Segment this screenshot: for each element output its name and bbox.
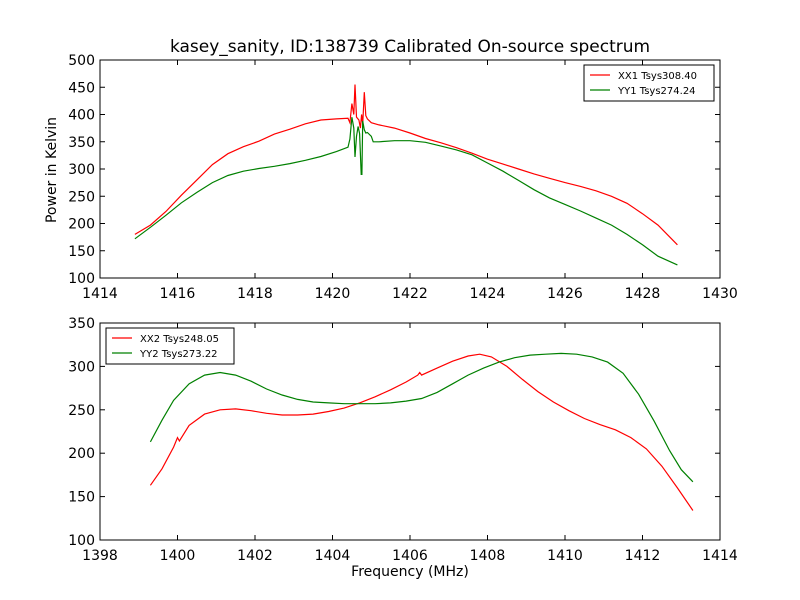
legend-box (105, 327, 235, 365)
y-tick-label: 200 (68, 446, 95, 462)
legend-label: XX2 Tsys248.05 (140, 334, 219, 345)
x-tick-label: 1420 (315, 286, 351, 302)
x-tick-label: 1404 (315, 548, 351, 564)
x-axis-label: Frequency (MHz) (351, 564, 469, 580)
x-tick-label: 1412 (625, 548, 661, 564)
y-tick-label: 350 (68, 135, 95, 151)
series-line-red (149, 353, 694, 511)
x-tick-label: 1418 (237, 286, 273, 302)
x-tick-label: 1430 (702, 286, 738, 302)
x-tick-label: 1422 (392, 286, 428, 302)
y-tick-label: 200 (68, 217, 95, 233)
x-tick-label: 1406 (392, 548, 428, 564)
x-tick-label: 1410 (547, 548, 583, 564)
legend: XX2 Tsys248.05 YY2 Tsys273.22 (105, 327, 235, 365)
y-tick-label: 150 (68, 490, 95, 506)
x-tick-label: 1416 (160, 286, 196, 302)
x-tick-label: 1414 (82, 286, 118, 302)
legend: XX1 Tsys308.40 YY1 Tsys274.24 (583, 64, 715, 102)
y-tick-label: 500 (68, 53, 95, 69)
y-tick-label: 300 (68, 162, 95, 178)
series-line-red (134, 84, 678, 246)
x-tick-label: 1398 (82, 548, 118, 564)
y-axis-label: Power in Kelvin (44, 117, 60, 223)
y-tick-label: 100 (68, 533, 95, 549)
x-tick-label: 1424 (470, 286, 506, 302)
x-tick-label: 1408 (470, 548, 506, 564)
x-tick-label: 1400 (160, 548, 196, 564)
y-tick-label: 300 (68, 359, 95, 375)
x-tick-label: 1402 (237, 548, 273, 564)
series-line-green (149, 352, 694, 483)
chart-title: kasey_sanity, ID:138739 Calibrated On-so… (170, 37, 650, 57)
y-tick-label: 250 (68, 189, 95, 205)
x-tick-label: 1414 (702, 548, 738, 564)
bottom-axes: 1398 1400 1402 1404 1406 1408 1410 1412 1414 100 1… (68, 316, 738, 564)
legend-box (583, 64, 715, 102)
y-tick-label: 400 (68, 108, 95, 124)
x-tick-label: 1426 (547, 286, 583, 302)
x-tick-label: 1428 (625, 286, 661, 302)
top-axes: 1414 1416 1418 1420 1422 1424 1426 1428 1430 100 1… (68, 53, 738, 302)
y-tick-label: 450 (68, 80, 95, 96)
legend-label: YY2 Tsys273.22 (139, 349, 218, 360)
legend-label: YY1 Tsys274.24 (617, 86, 696, 97)
y-tick-label: 250 (68, 403, 95, 419)
y-tick-label: 100 (68, 271, 95, 287)
series-line-green (134, 117, 678, 266)
y-tick-label: 150 (68, 244, 95, 260)
legend-label: XX1 Tsys308.40 (618, 71, 697, 82)
y-tick-label: 350 (68, 316, 95, 332)
